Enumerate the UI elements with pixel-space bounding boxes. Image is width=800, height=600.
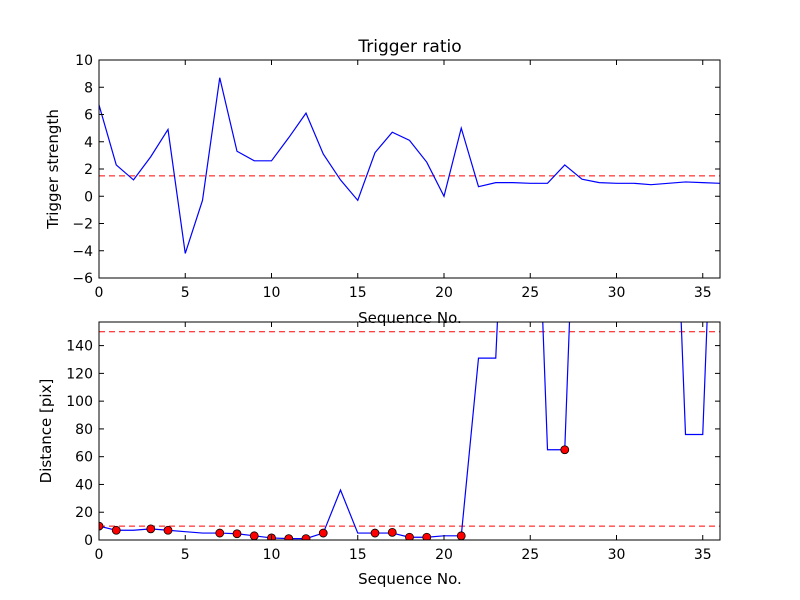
x-tick-label-top: 0 bbox=[95, 285, 104, 301]
data-point-bottom bbox=[456, 531, 466, 540]
trigger-ratio-panel: Trigger ratio Sequence No. Trigger stren… bbox=[44, 37, 721, 327]
data-point-bottom bbox=[232, 529, 242, 539]
x-tick-label-bottom: 30 bbox=[608, 547, 626, 563]
x-tick-label-bottom: 0 bbox=[95, 547, 104, 563]
y-axis-label-bottom: Distance [pix] bbox=[37, 379, 55, 484]
plot-area-bottom bbox=[99, 322, 720, 540]
data-point-bottom bbox=[99, 521, 104, 531]
x-tick-label-top: 30 bbox=[608, 285, 626, 301]
x-axis-label-bottom: Sequence No. bbox=[358, 570, 462, 588]
x-tick-label-top: 25 bbox=[521, 285, 539, 301]
y-tick-label-top: −6 bbox=[72, 271, 93, 287]
y-tick-label-bottom: 0 bbox=[84, 533, 93, 549]
data-point-bottom bbox=[163, 525, 173, 535]
data-point-bottom bbox=[422, 532, 432, 540]
x-tick-label-top: 10 bbox=[263, 285, 281, 301]
y-tick-label-top: −2 bbox=[72, 217, 93, 233]
y-tick-label-bottom: 20 bbox=[75, 505, 93, 521]
y-tick-label-top: 4 bbox=[84, 135, 93, 151]
chart-title: Trigger ratio bbox=[357, 37, 461, 57]
axes-frame-bottom bbox=[98, 321, 721, 541]
x-tick-label-bottom: 15 bbox=[349, 547, 367, 563]
x-tick-label-bottom: 25 bbox=[521, 547, 539, 563]
x-tick-label-top: 35 bbox=[694, 285, 712, 301]
y-tick-label-top: 8 bbox=[84, 80, 93, 96]
distance-panel: Sequence No. Distance [pix] 0 5 10 15 20 25 30… bbox=[37, 321, 721, 588]
series-line-top-0 bbox=[99, 77, 720, 254]
y-axis-label-top: Trigger strength bbox=[44, 109, 62, 230]
data-point-bottom bbox=[215, 528, 225, 538]
x-tick-label-bottom: 10 bbox=[263, 547, 281, 563]
y-tick-label-bottom: 40 bbox=[75, 477, 93, 493]
plot-area-top bbox=[99, 77, 720, 254]
y-tick-label-bottom: 140 bbox=[66, 339, 93, 355]
y-tick-label-top: 6 bbox=[84, 108, 93, 124]
x-tick-label-bottom: 20 bbox=[435, 547, 453, 563]
data-point-bottom bbox=[318, 528, 328, 538]
data-point-bottom bbox=[560, 445, 570, 455]
y-tick-label-bottom: 80 bbox=[75, 422, 93, 438]
y-tick-label-bottom: 60 bbox=[75, 450, 93, 466]
x-tick-label-top: 15 bbox=[349, 285, 367, 301]
data-point-bottom bbox=[370, 528, 380, 538]
data-point-bottom bbox=[111, 525, 121, 535]
data-point-bottom bbox=[405, 532, 414, 540]
data-point-bottom bbox=[284, 534, 294, 540]
data-point-bottom bbox=[146, 524, 156, 534]
x-tick-label-bottom: 5 bbox=[181, 547, 190, 563]
y-tick-label-top: 2 bbox=[84, 162, 93, 178]
y-tick-label-top: −4 bbox=[72, 244, 93, 260]
x-tick-label-top: 20 bbox=[435, 285, 453, 301]
y-tick-label-bottom: 120 bbox=[66, 366, 93, 382]
y-tick-label-bottom: 100 bbox=[66, 394, 93, 410]
y-tick-label-top: 0 bbox=[84, 189, 93, 205]
x-axis-label-top: Sequence No. bbox=[358, 309, 462, 327]
data-point-bottom bbox=[387, 527, 397, 537]
data-point-bottom bbox=[249, 531, 259, 540]
data-point-bottom bbox=[301, 534, 311, 540]
x-tick-label-bottom: 35 bbox=[694, 547, 712, 563]
x-tick-label-top: 5 bbox=[181, 285, 190, 301]
y-tick-label-top: 10 bbox=[75, 53, 93, 69]
